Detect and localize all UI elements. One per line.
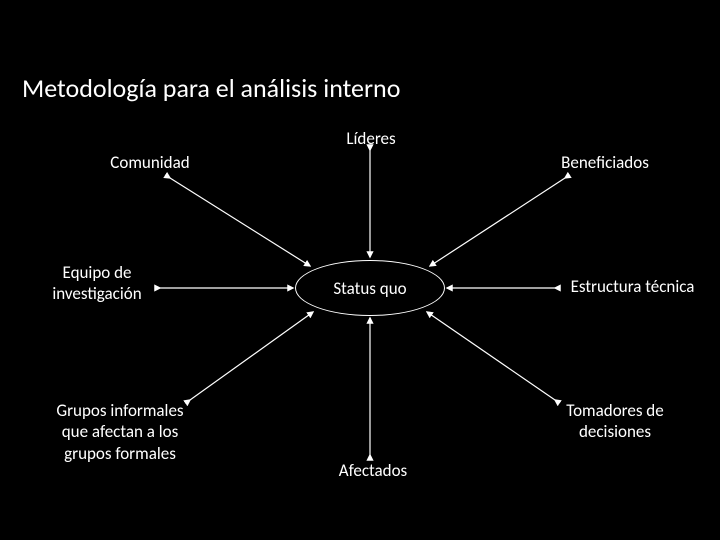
center-label: Status quo [333, 278, 406, 299]
arrow-grupos [190, 312, 313, 400]
node-beneficiados: Beneficiados [540, 152, 670, 173]
node-lideres: Líderes [326, 128, 416, 149]
node-comunidad: Comunidad [90, 152, 210, 173]
node-estructura: Estructura técnica [550, 276, 715, 297]
page-title: Metodología para el análisis interno [22, 72, 400, 104]
arrow-beneficiados [430, 178, 565, 266]
arrow-tomadores [427, 312, 555, 400]
arrow-comunidad [170, 178, 310, 266]
node-afectados: Afectados [318, 460, 428, 481]
center-node-status-quo: Status quo [295, 260, 445, 316]
node-equipo: Equipo deinvestigación [22, 262, 172, 305]
node-tomadores: Tomadores dedecisiones [540, 400, 690, 443]
node-grupos: Grupos informalesque afectan a losgrupos… [30, 400, 210, 464]
